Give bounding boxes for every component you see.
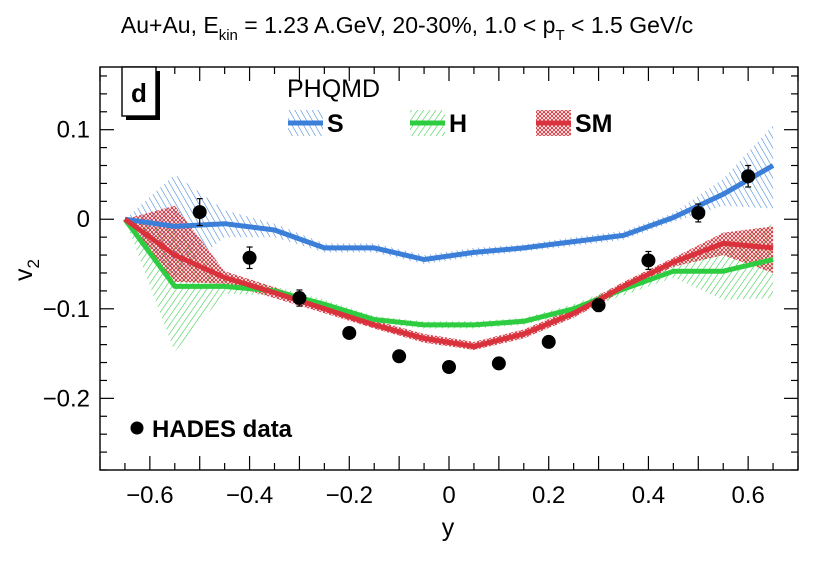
legend: S H SM xyxy=(288,110,613,138)
hades-legend-marker xyxy=(130,421,144,435)
data-point xyxy=(342,325,357,340)
legend-title: PHQMD xyxy=(287,75,380,103)
y-tick-label: 0 xyxy=(77,206,90,233)
panel-label: d xyxy=(131,78,147,108)
svg-text:v2: v2 xyxy=(10,259,43,281)
y-tick-label: −0.1 xyxy=(43,296,90,323)
line-sm xyxy=(123,217,774,349)
title-sub-kin: kin xyxy=(218,27,238,44)
panel-label-box xyxy=(121,66,157,117)
line-s xyxy=(124,163,775,262)
data-point xyxy=(192,205,207,220)
y-axis-title-sub: 2 xyxy=(24,259,43,268)
hades-points xyxy=(192,164,756,375)
legend-label-sm: SM xyxy=(575,110,613,138)
x-tick-label: −0.2 xyxy=(326,482,373,509)
data-point xyxy=(541,334,556,349)
x-tick-label: 0.2 xyxy=(532,482,565,509)
data-point xyxy=(741,169,756,184)
legend-label-s: S xyxy=(327,110,344,138)
line-h xyxy=(122,217,774,328)
y-axis-title: v2 xyxy=(10,259,43,281)
axis-ticks xyxy=(99,67,799,471)
data-point xyxy=(392,349,407,364)
legend-label-h: H xyxy=(449,110,467,138)
x-axis-title: y xyxy=(442,514,455,542)
data-point xyxy=(641,253,656,268)
hades-legend-label: HADES data xyxy=(152,416,293,443)
x-tick-label: 0.4 xyxy=(632,482,665,509)
axis-tick-labels: −0.6 −0.4 −0.2 0 0.2 0.4 0.6 0.1 0 −0.1 −0.2 xyxy=(43,117,765,509)
title-part-1: Au+Au, E xyxy=(120,12,219,38)
model-bands xyxy=(124,125,774,352)
model-lines xyxy=(122,163,775,349)
x-tick-label: −0.4 xyxy=(226,482,273,509)
data-point xyxy=(691,205,706,220)
title-sub-t: T xyxy=(555,27,565,44)
chart-title: Au+Au, Ekin = 1.23 A.GeV, 20-30%, 1.0 < … xyxy=(0,12,814,44)
data-point xyxy=(491,356,506,371)
title-part-3: < 1.5 GeV/c xyxy=(564,12,694,38)
data-point xyxy=(292,291,307,306)
data-point xyxy=(591,298,606,313)
y-axis-title-base: v xyxy=(10,268,38,281)
data-point xyxy=(242,250,257,265)
x-tick-label: 0.6 xyxy=(731,482,764,509)
y-tick-label: 0.1 xyxy=(57,117,90,144)
x-tick-label: 0 xyxy=(442,482,455,509)
data-point xyxy=(442,360,456,375)
x-tick-label: −0.6 xyxy=(126,482,173,509)
y-tick-label: −0.2 xyxy=(43,385,90,412)
title-part-2: = 1.23 A.GeV, 20-30%, 1.0 < p xyxy=(237,12,556,38)
